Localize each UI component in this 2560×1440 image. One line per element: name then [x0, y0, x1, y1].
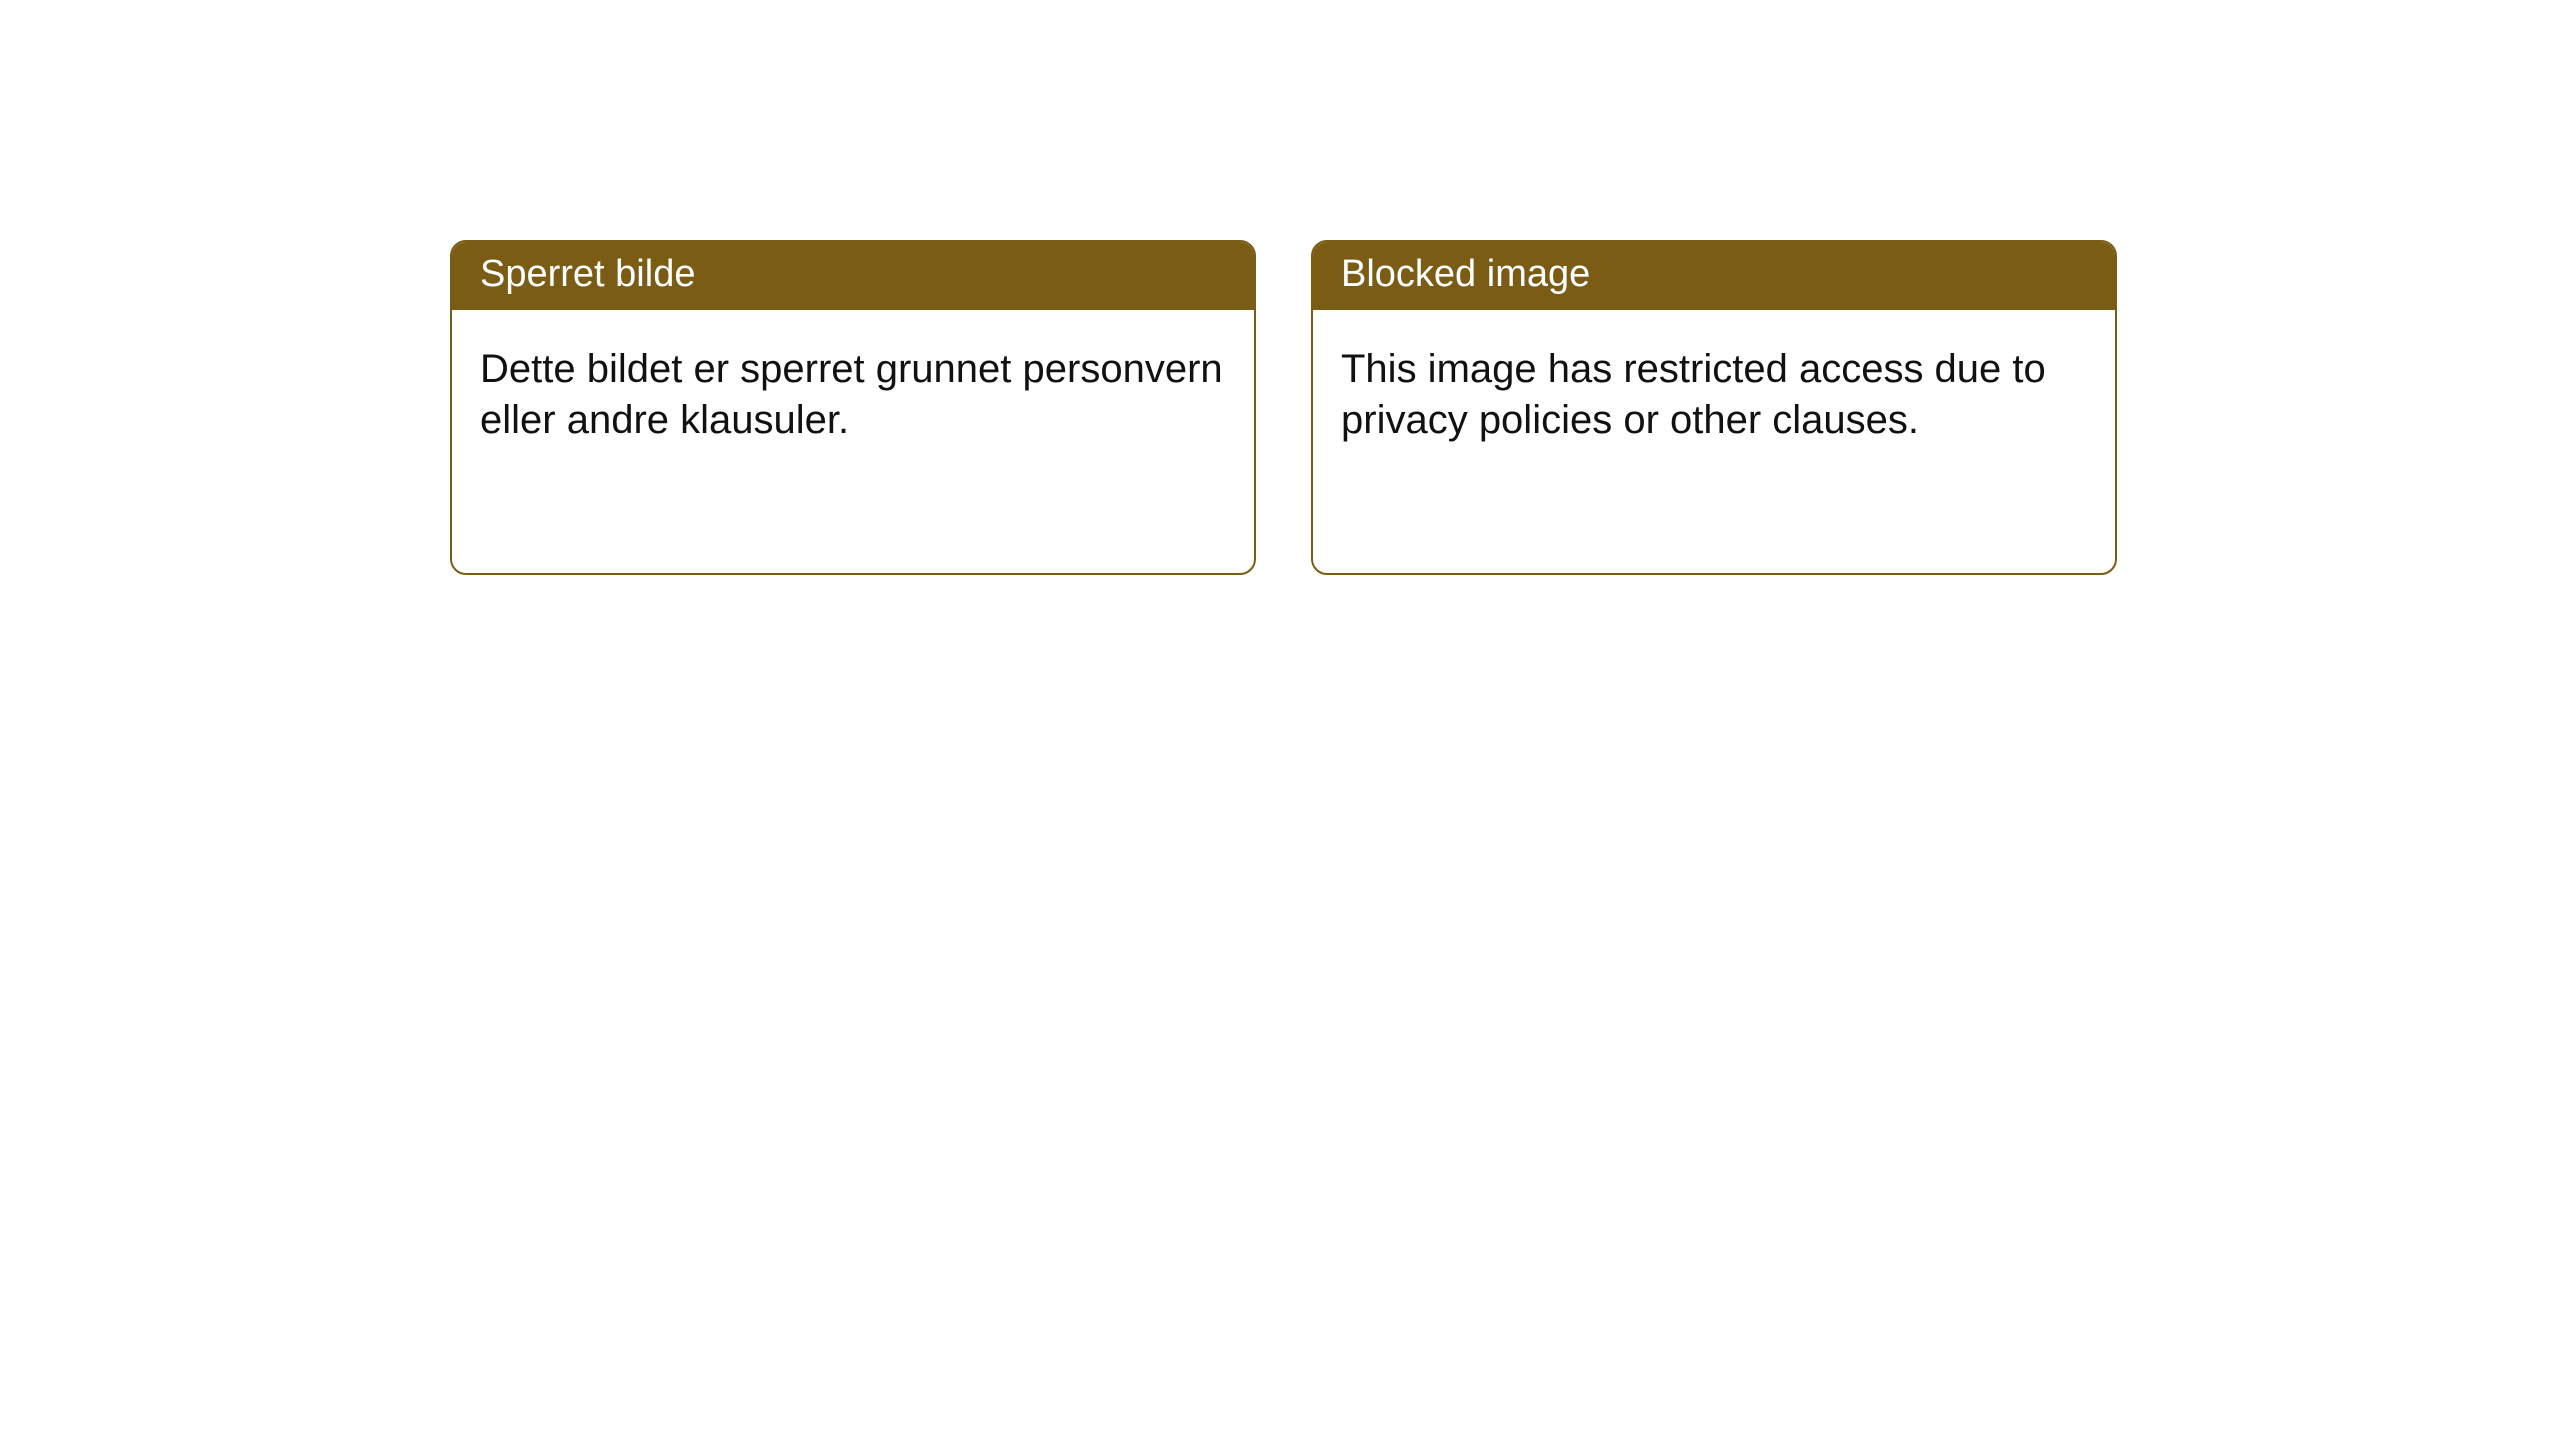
notice-body-norwegian: Dette bildet er sperret grunnet personve…: [452, 310, 1254, 446]
notice-container: Sperret bilde Dette bildet er sperret gr…: [0, 0, 2560, 575]
notice-title-english: Blocked image: [1313, 242, 2115, 310]
notice-body-english: This image has restricted access due to …: [1313, 310, 2115, 446]
notice-title-norwegian: Sperret bilde: [452, 242, 1254, 310]
notice-box-norwegian: Sperret bilde Dette bildet er sperret gr…: [450, 240, 1256, 575]
notice-box-english: Blocked image This image has restricted …: [1311, 240, 2117, 575]
